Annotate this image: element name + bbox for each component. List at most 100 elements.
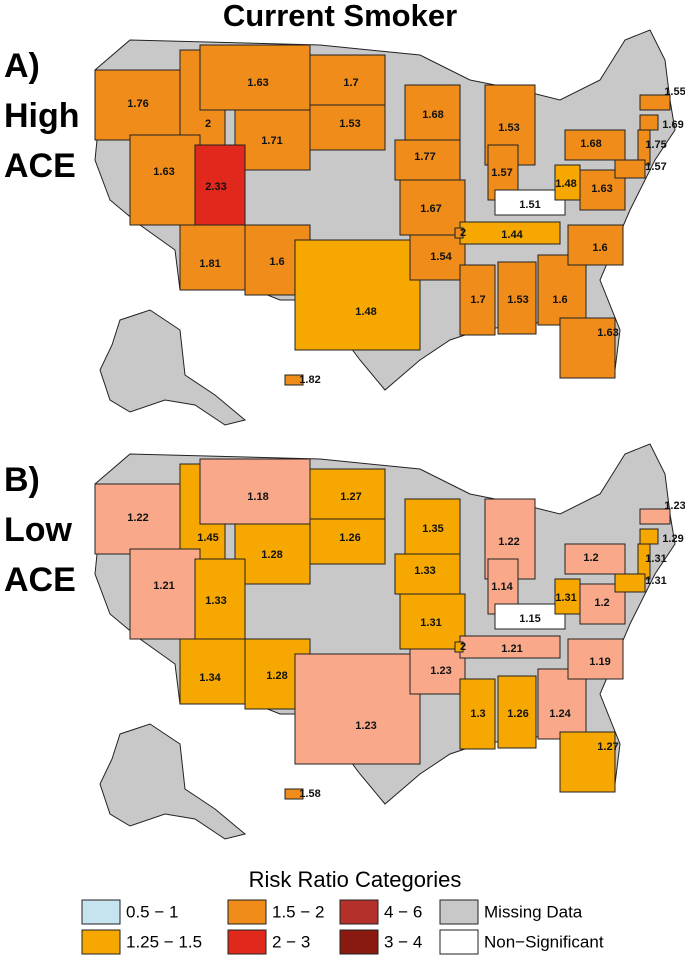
state (399, 593, 466, 650)
legend-swatch (439, 899, 479, 925)
state (537, 668, 587, 740)
value-label: 1.51 (519, 199, 540, 211)
state (179, 224, 246, 291)
panel-subtitle-line: High (4, 97, 80, 135)
legend-swatch (227, 929, 267, 955)
value-label: 1.48 (555, 178, 576, 190)
value-label: 1.14 (491, 581, 513, 593)
legend-label: 2 − 3 (272, 932, 310, 951)
legend-label: 4 − 6 (384, 902, 422, 921)
state (564, 129, 626, 161)
value-label: 1.31 (645, 575, 666, 587)
legend-label: 1.5 − 2 (272, 902, 324, 921)
value-label: 1.67 (420, 203, 441, 215)
value-label: 1.63 (591, 183, 612, 195)
value-label: 1.63 (247, 77, 268, 89)
panel-subtitle-line: ACE (4, 561, 76, 599)
state (639, 114, 659, 131)
state (554, 164, 581, 201)
value-label: 1.57 (491, 167, 512, 179)
state (454, 641, 464, 653)
state (459, 264, 496, 336)
state (394, 139, 461, 181)
value-label: 1.31 (420, 617, 441, 629)
value-label: 1.26 (339, 532, 360, 544)
state (309, 104, 386, 151)
legend-label: Non−Significant (484, 932, 604, 951)
state (614, 159, 646, 179)
state (497, 261, 537, 335)
state (199, 44, 311, 111)
legend-swatch (81, 899, 121, 925)
value-label: 1.81 (199, 258, 220, 270)
legend-label: 0.5 − 1 (126, 902, 178, 921)
value-label: 1.77 (414, 151, 435, 163)
state (559, 731, 616, 793)
panel-label: A) (4, 47, 40, 85)
state (399, 179, 466, 236)
state (567, 224, 624, 266)
value-label: 1.68 (580, 138, 601, 150)
alaska (99, 723, 247, 840)
value-label: 1.31 (555, 592, 576, 604)
value-label: 2 (460, 227, 466, 239)
state (284, 788, 304, 800)
value-label: 2.33 (205, 181, 226, 193)
value-label: 1.28 (266, 670, 287, 682)
state (567, 638, 624, 680)
state (294, 653, 421, 765)
maps: A) High ACE 1.76 2 1.63 1.7 1.71 1.53 1.63 2.33 1.8… (4, 29, 685, 840)
state (94, 483, 181, 555)
value-label: 1.3 (470, 708, 485, 720)
value-label: 1.22 (127, 512, 148, 524)
state (179, 638, 246, 705)
state (564, 543, 626, 575)
state (309, 468, 386, 520)
state (494, 603, 566, 630)
value-label: 1.23 (664, 500, 685, 512)
value-label: 1.53 (498, 122, 519, 134)
value-label: 1.27 (597, 741, 618, 753)
value-label: 1.27 (340, 491, 361, 503)
state (309, 518, 386, 565)
value-label: 1.57 (645, 161, 666, 173)
value-label: 1.28 (261, 549, 282, 561)
panel-subtitle: High ACE (4, 97, 80, 185)
value-label: 1.21 (153, 580, 174, 592)
value-label: 1.23 (430, 665, 451, 677)
value-label: 2 (205, 118, 211, 130)
value-label: 1.82 (299, 374, 320, 386)
value-label: 1.6 (552, 294, 567, 306)
legend-swatch (339, 929, 379, 955)
value-label: 1.22 (498, 536, 519, 548)
state (404, 84, 461, 151)
value-label: 1.6 (592, 242, 607, 254)
value-label: 1.48 (355, 306, 376, 318)
value-label: 1.19 (589, 656, 610, 668)
value-label: 1.15 (519, 613, 540, 625)
value-label: 1.75 (645, 139, 666, 151)
state (559, 317, 616, 379)
value-label: 1.18 (247, 491, 268, 503)
legend-label: 1.25 − 1.5 (126, 932, 202, 951)
value-label: 1.69 (662, 119, 683, 131)
alaska (99, 309, 247, 426)
panel-label: B) (4, 461, 40, 499)
state (639, 528, 659, 545)
value-label: 1.53 (507, 294, 528, 306)
state (129, 548, 201, 640)
value-label: 1.31 (645, 553, 666, 565)
value-label: 1.34 (199, 672, 221, 684)
legend-label: Missing Data (484, 902, 583, 921)
state (309, 54, 386, 106)
value-label: 1.35 (422, 523, 443, 535)
panel-subtitle-line: Low (4, 511, 73, 549)
value-label: 1.7 (343, 77, 358, 89)
state (554, 578, 581, 615)
title: Current Smoker (223, 0, 457, 33)
state (614, 573, 646, 593)
state (404, 498, 461, 565)
state (409, 234, 466, 281)
value-label: 1.29 (662, 533, 683, 545)
